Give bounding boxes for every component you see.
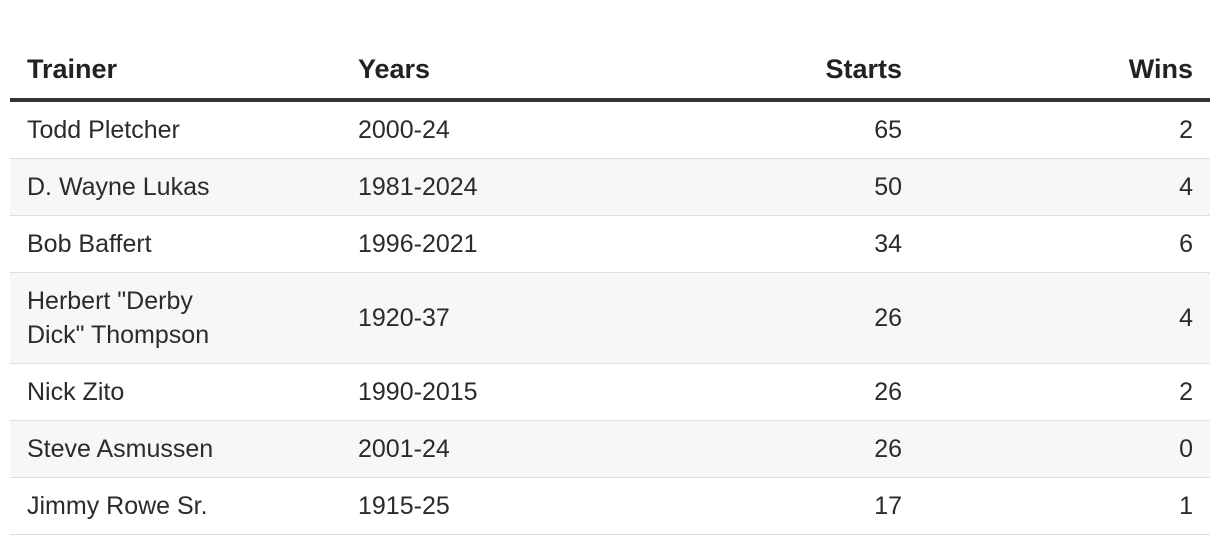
table-cell: 26 (710, 272, 911, 364)
table-cell: Bob Baffert (10, 215, 341, 273)
table-cell: D. Wayne Lukas (10, 158, 341, 216)
table-header: Trainer Years Starts Wins (10, 40, 1210, 102)
table-cell: 4 (911, 158, 1210, 216)
table-cell: 34 (710, 215, 911, 273)
table-cell: 1 (911, 477, 1210, 535)
column-header: Starts (710, 40, 911, 102)
column-header: Wins (911, 40, 1210, 102)
table-cell: 2 (911, 100, 1210, 159)
table-body: Todd Pletcher 2000-24 65 2 D. Wayne Lukas 198… (10, 100, 1210, 535)
header-row: Trainer Years Starts Wins (10, 40, 1210, 102)
column-header: Years (341, 40, 710, 102)
table-cell: 65 (710, 100, 911, 159)
table-row: Todd Pletcher 2000-24 65 2 (10, 100, 1210, 159)
trainer-table: Trainer Years Starts Wins Todd Pletcher 2… (10, 40, 1210, 535)
table-row: Steve Asmussen 2001-24 26 0 (10, 420, 1210, 478)
table-cell: Nick Zito (10, 363, 341, 421)
table-cell: 17 (710, 477, 911, 535)
table-cell: 2001-24 (341, 420, 710, 478)
table-cell: Todd Pletcher (10, 100, 341, 159)
table-cell: 0 (911, 420, 1210, 478)
table-cell: Steve Asmussen (10, 420, 341, 478)
table-cell: 2 (911, 363, 1210, 421)
table-row: Herbert "Derby Dick" Thompson 1920-37 26 4 (10, 272, 1210, 364)
table-cell: 26 (710, 363, 911, 421)
table-row: Jimmy Rowe Sr. 1915-25 17 1 (10, 477, 1210, 535)
table-cell: 4 (911, 272, 1210, 364)
column-header: Trainer (10, 40, 341, 102)
table-cell: 1996-2021 (341, 215, 710, 273)
table-cell: Jimmy Rowe Sr. (10, 477, 341, 535)
table-cell: 50 (710, 158, 911, 216)
table-row: D. Wayne Lukas 1981-2024 50 4 (10, 158, 1210, 216)
table-cell: 26 (710, 420, 911, 478)
table-cell: 1981-2024 (341, 158, 710, 216)
table-cell: 1990-2015 (341, 363, 710, 421)
table-cell: 1915-25 (341, 477, 710, 535)
table-cell: Herbert "Derby Dick" Thompson (10, 272, 341, 364)
table-row: Nick Zito 1990-2015 26 2 (10, 363, 1210, 421)
table-cell: 6 (911, 215, 1210, 273)
table-cell: 2000-24 (341, 100, 710, 159)
table-row: Bob Baffert 1996-2021 34 6 (10, 215, 1210, 273)
table-cell: 1920-37 (341, 272, 710, 364)
